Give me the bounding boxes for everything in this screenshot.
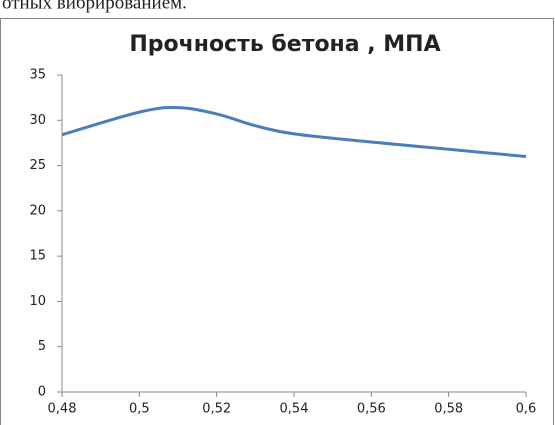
document-text: отных вибрированием. — [2, 0, 187, 13]
chart-frame — [0, 18, 554, 425]
y-tick-label: 10 — [29, 294, 46, 309]
data-line — [61, 106, 527, 159]
y-tick-label: 5 — [38, 339, 46, 354]
y-tick-label: 15 — [29, 249, 46, 264]
y-tick-label: 25 — [29, 158, 46, 173]
y-tick-label: 0 — [38, 385, 46, 400]
x-tick-label: 0,52 — [202, 402, 231, 417]
x-tick-label: 0,48 — [48, 402, 77, 417]
x-tick-label: 0,54 — [280, 402, 309, 417]
y-tick-label: 35 — [29, 68, 46, 83]
x-tick-label: 0,56 — [357, 402, 386, 417]
x-tick-label: 0,6 — [516, 402, 537, 417]
y-tick-label: 20 — [29, 203, 46, 218]
x-tick-label: 0,5 — [129, 402, 150, 417]
y-tick-label: 30 — [29, 113, 46, 128]
x-tick-label: 0,58 — [434, 402, 463, 417]
chart-title: Прочность бетона , МПА — [129, 32, 440, 57]
